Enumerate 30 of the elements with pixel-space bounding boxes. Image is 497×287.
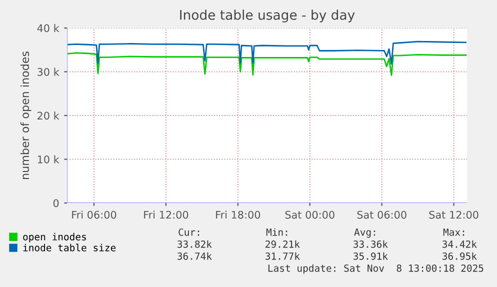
line-series [67,52,466,76]
legend-label: inode table size [23,244,116,252]
x-tick-label: Sat 00:00 [285,210,334,219]
text: 31.77k [266,252,300,260]
x-tick-label: Fri 18:00 [216,210,260,219]
text: Avg: [354,228,376,238]
y-axis-title: number of open inodes [20,52,32,179]
x-tick-label: Sat 12:00 [429,210,478,219]
y-tick-label: 20 k [38,112,60,120]
x-tick-label: Fri 12:00 [144,210,188,219]
y-tick-label: 0 [53,199,59,208]
x-tick-label: Sat 06:00 [357,210,406,219]
text: 29.21k [266,240,300,248]
text: 33.82k [178,240,212,248]
y-tick-label: 40 k [37,24,60,32]
legend-label: open inodes [23,232,86,242]
y-tick-label: 30 k [38,68,60,76]
text: Max: [443,228,464,236]
line-series [67,40,466,65]
chart-title: Inode table usage - by day [180,10,355,22]
y-tick-label: 10 k [38,155,60,164]
text: Last update: Sat Nov 8 13:00:18 2025 [268,264,484,274]
text: Cur: [178,228,200,236]
text: 36.74k [178,252,212,260]
text: 33.36k [354,240,388,248]
text: 35.91k [354,252,388,260]
x-tick-label: Fri 06:00 [72,210,116,219]
text: 34.42k [442,240,477,248]
text: 36.95k [442,252,477,260]
text: Min: [266,228,288,236]
